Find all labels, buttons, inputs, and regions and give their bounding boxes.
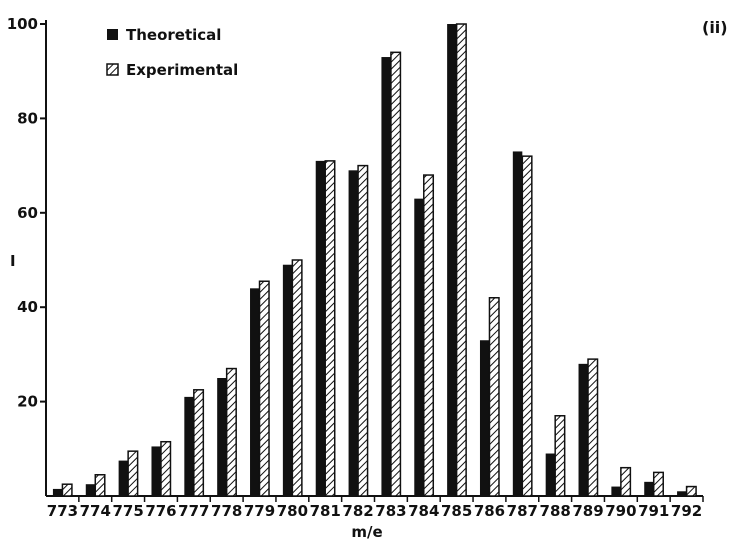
x-tick-label: 778 [211,502,242,520]
x-axis-title: m/e [351,523,382,541]
bar-theoretical-792 [677,491,687,496]
y-axis-title: I [10,252,16,270]
bar-theoretical-790 [611,486,621,496]
x-tick-label: 783 [375,502,406,520]
bar-theoretical-774 [85,484,96,496]
bar-experimental-788 [554,415,566,497]
x-tick-label: 780 [277,502,308,520]
x-tick-label: 788 [540,502,571,520]
bar-theoretical-777 [184,396,194,496]
panel-label: (ii) [702,18,728,37]
x-tick-label: 790 [605,502,636,520]
bar-experimental-786 [488,297,500,497]
x-tick-label: 789 [572,502,603,520]
y-tick-label: 20 [17,393,38,411]
bar-theoretical-781 [315,160,326,496]
x-tick-label: 779 [244,502,275,520]
bar-experimental-775 [127,450,139,497]
x-tick-label: 786 [474,502,505,520]
x-tick-label: 785 [441,502,472,520]
legend: Theoretical Experimental [106,26,238,79]
legend-label-experimental: Experimental [126,61,238,79]
bar-experimental-783 [390,51,402,497]
bar-theoretical-783 [381,57,391,496]
bar-experimental-782 [357,164,369,497]
bar-theoretical-785 [447,24,457,496]
x-tick-label: 775 [112,502,143,520]
bar-experimental-785 [455,23,467,497]
x-tick-label: 773 [47,502,78,520]
bar-theoretical-786 [479,340,490,496]
bar-theoretical-776 [151,446,161,496]
bar-theoretical-789 [578,363,589,496]
bar-theoretical-780 [282,264,293,496]
x-tick-label: 792 [671,502,702,520]
bar-theoretical-778 [217,378,227,496]
legend-swatch-experimental [106,63,119,76]
bar-experimental-792 [685,485,697,497]
bar-theoretical-787 [512,151,523,496]
bar-experimental-778 [225,367,237,497]
bar-experimental-777 [193,389,205,497]
legend-label-theoretical: Theoretical [126,26,221,44]
bar-experimental-773 [61,483,73,497]
bar-experimental-790 [620,466,632,497]
bar-theoretical-784 [414,198,424,496]
bar-theoretical-773 [52,488,63,496]
x-tick-label: 777 [178,502,209,520]
bar-theoretical-775 [118,460,129,496]
bar-theoretical-782 [348,170,359,496]
bar-theoretical-791 [644,481,654,496]
bar-experimental-789 [587,358,599,497]
bars [52,23,697,497]
bar-theoretical-788 [545,453,556,496]
bar-experimental-774 [94,474,106,497]
x-tick-label: 784 [408,502,439,520]
y-tick-label: 60 [17,204,38,222]
x-tick-label: 776 [145,502,176,520]
legend-swatch-theoretical [107,29,118,40]
bar-experimental-787 [521,155,533,497]
bar-experimental-776 [160,440,172,497]
y-tick-label: 40 [17,298,38,316]
bar-experimental-784 [423,174,435,497]
axes [45,20,703,497]
bar-theoretical-779 [250,288,260,496]
x-tick-label: 791 [638,502,669,520]
y-tick-label: 80 [17,109,38,127]
x-tick-label: 787 [507,502,538,520]
bar-experimental-791 [652,471,664,497]
bar-experimental-781 [324,160,336,497]
y-tick-label: 100 [7,15,38,33]
x-tick-label: 781 [310,502,341,520]
bar-experimental-780 [291,259,303,497]
x-tick-label: 774 [80,502,111,520]
x-tick-label: 782 [342,502,373,520]
bar-experimental-779 [258,280,270,497]
